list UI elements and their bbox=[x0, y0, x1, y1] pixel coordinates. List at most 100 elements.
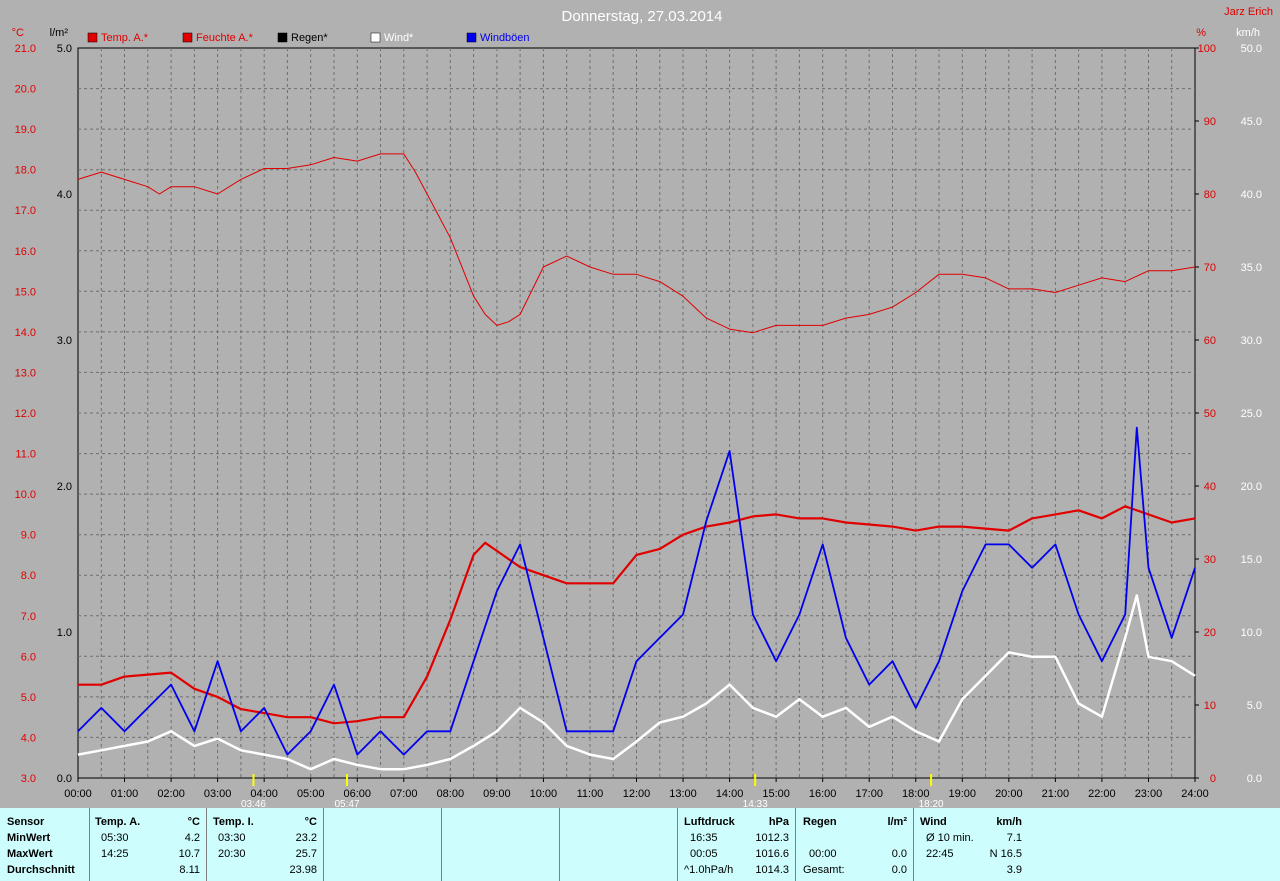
wind-tick-label: 5.0 bbox=[1247, 700, 1262, 712]
temp-tick-label: 4.0 bbox=[21, 732, 36, 744]
wind-tick-label: 50.0 bbox=[1241, 43, 1262, 55]
temp-tick-label: 6.0 bbox=[21, 651, 36, 663]
column-divider bbox=[89, 808, 90, 881]
temp-i-unit: °C bbox=[304, 816, 317, 828]
humidity-tick-label: 60 bbox=[1204, 335, 1216, 347]
x-tick-label: 00:00 bbox=[64, 788, 92, 800]
x-tick-label: 04:00 bbox=[250, 788, 278, 800]
x-tick-label: 20:00 bbox=[995, 788, 1023, 800]
temp-tick-label: 14.0 bbox=[15, 327, 36, 339]
humidity-tick-label: 90 bbox=[1204, 116, 1216, 128]
wind-header: Wind bbox=[920, 816, 947, 828]
wind-max: N 16.5 bbox=[989, 848, 1022, 860]
humidity-axis-unit: % bbox=[1196, 27, 1206, 39]
x-tick-label: 23:00 bbox=[1135, 788, 1163, 800]
rain-tick-label: 4.0 bbox=[57, 189, 72, 201]
humidity-tick-label: 50 bbox=[1204, 408, 1216, 420]
sensor-header: Sensor bbox=[7, 816, 45, 828]
humidity-tick-label: 20 bbox=[1204, 627, 1216, 639]
x-tick-label: 05:00 bbox=[297, 788, 325, 800]
wind-tick-label: 35.0 bbox=[1241, 262, 1262, 274]
column-divider bbox=[559, 808, 560, 881]
pressure-unit: hPa bbox=[768, 816, 789, 828]
summary-table: Sensor MinWert MaxWert Durchschnitt Temp… bbox=[0, 808, 1280, 881]
wind-avg: 3.9 bbox=[1006, 864, 1022, 876]
wind-tick-label: 20.0 bbox=[1241, 481, 1262, 493]
rain-axis-unit: l/m² bbox=[50, 27, 69, 39]
x-tick-label: 21:00 bbox=[1042, 788, 1070, 800]
pressure-max: 1016.6 bbox=[755, 848, 789, 860]
row-label-avg: Durchschnitt bbox=[7, 864, 75, 876]
author-label: Jarz Erich bbox=[1224, 6, 1273, 18]
x-tick-label: 06:00 bbox=[343, 788, 371, 800]
temp-tick-label: 17.0 bbox=[15, 205, 36, 217]
wind-axis-unit: km/h bbox=[1236, 27, 1260, 39]
temp-tick-label: 12.0 bbox=[15, 408, 36, 420]
humidity-tick-label: 40 bbox=[1204, 481, 1216, 493]
x-tick-label: 24:00 bbox=[1181, 788, 1209, 800]
rain-unit: l/m² bbox=[887, 816, 907, 828]
temp-tick-label: 3.0 bbox=[21, 773, 36, 785]
legend-label: Regen* bbox=[291, 32, 328, 44]
temp-tick-label: 5.0 bbox=[21, 692, 36, 704]
legend-label: Windböen bbox=[480, 32, 530, 44]
temp-tick-label: 10.0 bbox=[15, 489, 36, 501]
legend-swatch bbox=[182, 32, 193, 43]
column-divider bbox=[323, 808, 324, 881]
temp-axis-unit: °C bbox=[12, 27, 24, 39]
humidity-tick-label: 80 bbox=[1204, 189, 1216, 201]
x-tick-label: 16:00 bbox=[809, 788, 837, 800]
rain-tick-label: 5.0 bbox=[57, 43, 72, 55]
x-tick-label: 13:00 bbox=[669, 788, 697, 800]
row-label-max: MaxWert bbox=[7, 848, 53, 860]
temp-tick-label: 21.0 bbox=[15, 43, 36, 55]
wind-tick-label: 10.0 bbox=[1241, 627, 1262, 639]
rain-header: Regen bbox=[803, 816, 837, 828]
temp-tick-label: 7.0 bbox=[21, 611, 36, 623]
temp-i-min-time: 03:30 bbox=[218, 832, 246, 844]
chart-title: Donnerstag, 27.03.2014 bbox=[562, 8, 723, 25]
column-divider bbox=[441, 808, 442, 881]
temp-tick-label: 13.0 bbox=[15, 367, 36, 379]
temp-tick-label: 20.0 bbox=[15, 84, 36, 96]
legend-label: Temp. A.* bbox=[101, 32, 149, 44]
temp-i-header: Temp. I. bbox=[213, 816, 254, 828]
pressure-max-time: 00:05 bbox=[690, 848, 718, 860]
rain-time: 00:00 bbox=[809, 848, 837, 860]
temp-i-max-time: 20:30 bbox=[218, 848, 246, 860]
legend-label: Wind* bbox=[384, 32, 414, 44]
rain-max: 0.0 bbox=[891, 848, 907, 860]
series-line-windb-en bbox=[77, 426, 1196, 756]
temp-i-avg: 23.98 bbox=[289, 864, 317, 876]
temp-a-max: 10.7 bbox=[178, 848, 200, 860]
humidity-tick-label: 30 bbox=[1204, 554, 1216, 566]
legend-swatch bbox=[277, 32, 288, 43]
pressure-avg: 1014.3 bbox=[755, 864, 789, 876]
x-tick-label: 09:00 bbox=[483, 788, 511, 800]
time-marker-label: 03:46 bbox=[241, 799, 266, 808]
x-tick-label: 17:00 bbox=[855, 788, 883, 800]
wind-tick-label: 40.0 bbox=[1241, 189, 1262, 201]
x-tick-label: 15:00 bbox=[762, 788, 790, 800]
rain-total: 0.0 bbox=[891, 864, 907, 876]
series-line-feuchte-a bbox=[77, 153, 1196, 334]
legend-swatch bbox=[466, 32, 477, 43]
time-marker-label: 05:47 bbox=[334, 799, 359, 808]
row-label-min: MinWert bbox=[7, 832, 51, 844]
wind-tick-label: 25.0 bbox=[1241, 408, 1262, 420]
x-tick-label: 08:00 bbox=[437, 788, 465, 800]
legend-label: Feuchte A.* bbox=[196, 32, 254, 44]
humidity-tick-label: 0 bbox=[1210, 773, 1216, 785]
time-marker-label: 18:20 bbox=[919, 799, 944, 808]
x-tick-label: 19:00 bbox=[949, 788, 977, 800]
temp-tick-label: 8.0 bbox=[21, 570, 36, 582]
temp-a-min: 4.2 bbox=[184, 832, 200, 844]
time-marker-label: 14:33 bbox=[743, 799, 768, 808]
temp-tick-label: 11.0 bbox=[15, 449, 36, 461]
temp-i-max: 25.7 bbox=[295, 848, 317, 860]
rain-tick-label: 2.0 bbox=[57, 481, 72, 493]
rain-tick-label: 0.0 bbox=[57, 773, 72, 785]
pressure-trend: ^1.0hPa/h bbox=[684, 864, 734, 876]
x-tick-label: 03:00 bbox=[204, 788, 232, 800]
wind-max-time: 22:45 bbox=[926, 848, 954, 860]
